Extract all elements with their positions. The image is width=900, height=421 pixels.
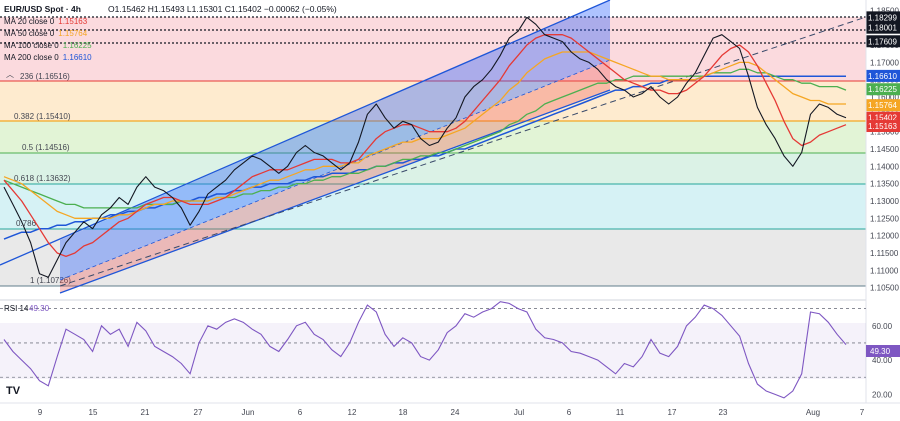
price-badge-label: 1.16610 (868, 72, 897, 81)
rsi-tick-label: 20.00 (872, 390, 893, 399)
price-tick-label: 1.11000 (870, 266, 899, 275)
price-badge-label: 1.18001 (868, 24, 897, 33)
time-tick-label: Jul (514, 408, 524, 417)
fib-zone-618 (0, 184, 866, 229)
channel-mid-line (59, 59, 611, 281)
fib-zone-382 (0, 121, 866, 153)
price-tick-label: 1.11500 (870, 249, 899, 258)
rsi-label: RSI 14 (4, 304, 29, 313)
rsi-badge-text: 49.30 (870, 347, 891, 356)
price-tick-label: 1.14500 (870, 145, 899, 154)
fib-label-500: 0.5 (1.14516) (22, 143, 70, 152)
time-tick-label: Aug (806, 408, 820, 417)
fib-label-786: 0.786 (16, 219, 37, 228)
channel-upper-band (60, 0, 610, 280)
fib-label-1: 1 (1.10726) (30, 276, 71, 285)
price-tick-label: 1.12500 (870, 214, 899, 223)
rsi-line (3, 301, 847, 399)
chart-title: EUR/USD Spot · 4h (4, 4, 81, 14)
rsi-band (0, 323, 866, 379)
time-tick-label: 17 (668, 408, 677, 417)
time-tick-label: 6 (567, 408, 572, 417)
channel-upper-line (0, 0, 611, 266)
ma-legend-label: MA 100 close 0 (4, 41, 59, 50)
time-tick-label: 7 (860, 408, 865, 417)
price-badge: 1.15764 (866, 99, 900, 112)
price-badge-label: 1.16225 (868, 85, 897, 94)
price-badge-label: 1.15163 (868, 122, 897, 131)
time-tick-label: 18 (399, 408, 408, 417)
price-line (3, 16, 847, 278)
tradingview-logo: TV (6, 385, 21, 397)
price-tick-label: 1.18500 (870, 6, 899, 15)
ma-legend-label: MA 200 close 0 (4, 53, 59, 62)
rsi-value-badge: 49.30 (866, 345, 900, 357)
ma-legend-value: 1.16225 (63, 41, 92, 50)
fib-zone-500 (0, 153, 866, 184)
price-badge: 1.16610 (866, 69, 900, 82)
time-tick-label: 15 (89, 408, 98, 417)
rsi-tick-label: 40.00 (872, 356, 893, 365)
fib-label-618: 0.618 (1.13632) (14, 174, 71, 183)
trendline-long (59, 16, 866, 287)
price-badge: 1.16225 (866, 83, 900, 96)
channel-lower-line (59, 89, 611, 294)
ma20-line (3, 34, 847, 258)
ma-legend-label: MA 50 close 0 (4, 29, 55, 38)
price-tick-label: 1.17000 (870, 58, 899, 67)
price-badge-label: 1.17609 (868, 37, 897, 46)
price-badge: 1.17609 (866, 35, 900, 48)
price-tick-label: 1.12000 (870, 232, 899, 241)
price-badge-label: 1.18299 (868, 13, 897, 22)
price-badge-label: 1.15402 (868, 114, 897, 123)
ma-legend-value: 1.15764 (58, 29, 87, 38)
ma-legend-row[interactable]: MA 50 close 0 1.15764 (4, 29, 88, 38)
time-tick-label: 12 (348, 408, 357, 417)
ma-legend-value: 1.16610 (63, 53, 92, 62)
price-badge: 1.18001 (866, 21, 900, 34)
ma50-line (3, 51, 846, 219)
time-tick-label: 23 (719, 408, 728, 417)
ma-legend-row[interactable]: MA 200 close 0 1.16610 (4, 53, 92, 62)
time-tick-label: 27 (194, 408, 203, 417)
legend-toggle-icon[interactable]: ︿ (6, 70, 14, 79)
fib-label-382: 0.382 (1.15410) (14, 112, 71, 121)
price-tick-label: 1.10500 (870, 284, 899, 293)
price-tick-label: 1.14000 (870, 162, 899, 171)
price-tick-label: 1.13500 (870, 180, 899, 189)
time-tick-label: 6 (298, 408, 303, 417)
price-badge-label: 1.15764 (868, 101, 897, 110)
price-tick-label: 1.16000 (870, 93, 899, 102)
time-tick-label: 24 (451, 408, 460, 417)
time-tick-label: 9 (38, 408, 43, 417)
ohlc-readout: O1.15462 H1.15493 L1.15301 C1.15402 −0.0… (108, 4, 337, 14)
price-tick-label: 1.15000 (870, 128, 899, 137)
fib-label-236: 236 (1.16516) (20, 72, 70, 81)
ma-legend-label: MA 20 close 0 (4, 17, 55, 26)
price-badge: 1.15163 (866, 120, 900, 133)
time-tick-label: Jun (242, 408, 255, 417)
price-tick-label: 1.13000 (870, 197, 899, 206)
time-tick-label: 21 (141, 408, 150, 417)
fib-zone-top (0, 17, 866, 81)
time-tick-label: 11 (616, 408, 625, 417)
rsi-value-legend: 49.30 (29, 304, 50, 313)
price-badge: 1.18299 (866, 11, 900, 24)
rsi-tick-label: 60.00 (872, 322, 893, 331)
ma-legend-row[interactable]: MA 20 close 0 1.15163 (4, 17, 88, 26)
fib-zone-786 (0, 229, 866, 286)
ma-legend-value: 1.15163 (58, 17, 87, 26)
fib-zone-236 (0, 81, 866, 121)
ma-legend-row[interactable]: MA 100 close 0 1.16225 (4, 41, 92, 50)
